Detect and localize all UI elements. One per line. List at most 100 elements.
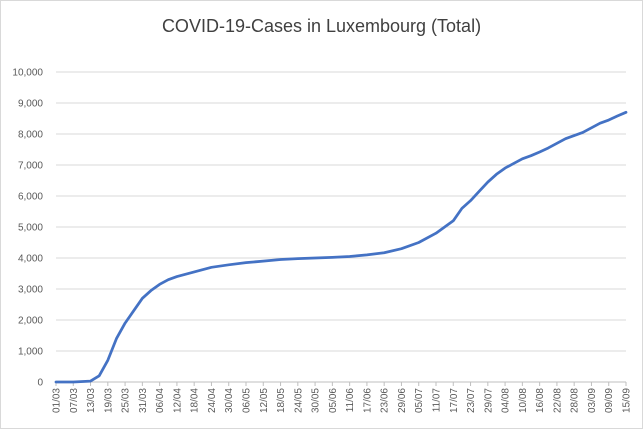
data-point <box>383 251 386 254</box>
data-point <box>573 134 576 137</box>
data-point <box>581 131 584 134</box>
x-tick-label: 04/08 <box>501 388 512 413</box>
x-tick-label: 16/08 <box>535 388 546 413</box>
x-tick-label: 24/05 <box>293 388 304 413</box>
data-point <box>158 283 161 286</box>
y-tick-label: 7,000 <box>18 161 43 172</box>
x-tick-label: 17/07 <box>449 388 460 413</box>
data-point <box>547 147 550 149</box>
x-tick-label: 05/06 <box>328 388 339 413</box>
data-point <box>115 337 118 340</box>
x-tick-label: 18/05 <box>276 388 287 413</box>
data-point <box>348 255 351 258</box>
x-tick-label: 06/05 <box>242 388 253 413</box>
x-tick-label: 23/07 <box>466 388 477 413</box>
data-point <box>512 162 515 165</box>
x-tick-label: 29/07 <box>483 388 494 413</box>
x-tick-label: 30/05 <box>311 388 322 413</box>
data-point <box>279 258 282 261</box>
x-tick-label: 15/09 <box>622 388 633 413</box>
data-point <box>556 142 558 145</box>
data-point <box>331 256 334 259</box>
data-point <box>417 241 420 244</box>
data-point <box>590 126 593 129</box>
data-point <box>504 167 506 170</box>
y-tick-label: 10,000 <box>12 68 43 79</box>
data-point <box>521 157 524 160</box>
x-tick-label: 31/03 <box>138 388 149 413</box>
data-point <box>478 190 481 193</box>
x-tick-label: 13/03 <box>86 388 97 413</box>
y-tick-label: 2,000 <box>18 316 43 327</box>
y-tick-label: 1,000 <box>18 347 43 358</box>
data-point <box>564 137 567 140</box>
y-tick-label: 5,000 <box>18 223 43 234</box>
data-point <box>400 247 403 250</box>
x-tick-label: 22/08 <box>552 388 563 413</box>
data-point <box>72 381 75 383</box>
data-point <box>469 199 472 202</box>
x-tick-label: 11/06 <box>345 388 356 413</box>
data-point <box>625 111 627 114</box>
data-point <box>296 257 299 260</box>
x-tick-label: 10/08 <box>518 388 529 413</box>
x-tick-label: 03/09 <box>587 388 598 413</box>
data-point <box>98 374 101 377</box>
data-point <box>245 261 247 264</box>
x-tick-label: 09/09 <box>604 388 615 413</box>
x-tick-label: 24/04 <box>207 388 218 413</box>
y-tick-label: 3,000 <box>18 285 43 296</box>
data-point <box>461 207 463 210</box>
data-point <box>132 309 135 312</box>
data-point <box>495 173 498 176</box>
data-point <box>141 297 144 300</box>
gridlines <box>56 71 626 352</box>
data-point <box>366 254 368 256</box>
chart-title: COVID-19-Cases in Luxembourg (Total) <box>161 16 482 36</box>
y-tick-label: 0 <box>37 378 43 389</box>
y-tick-label: 6,000 <box>18 192 43 203</box>
data-point <box>176 275 178 278</box>
data-point <box>55 381 57 383</box>
data-point <box>150 289 152 292</box>
x-tick-label: 17/06 <box>362 388 373 413</box>
data-point <box>435 232 437 235</box>
x-tick-label: 18/04 <box>190 388 201 413</box>
x-tick-label: 29/06 <box>397 388 408 413</box>
y-tick-label: 4,000 <box>18 254 43 265</box>
data-point <box>486 181 489 183</box>
data-point <box>452 219 455 222</box>
data-point <box>193 271 196 273</box>
data-point <box>607 119 610 121</box>
data-point <box>538 151 541 153</box>
data-point <box>106 359 109 362</box>
x-axis-ticks: 01/03 07/03 13/03 19/03 25/03 31/03 06/04 12/04… <box>52 382 633 413</box>
data-point <box>210 266 213 269</box>
series-line-total-cases <box>54 110 628 384</box>
x-tick-label: 05/07 <box>414 388 425 413</box>
data-point <box>616 115 619 117</box>
x-tick-label: 07/03 <box>69 388 80 413</box>
x-tick-label: 11/07 <box>432 388 443 413</box>
x-tick-label: 30/04 <box>224 388 235 413</box>
x-tick-label: 12/05 <box>259 388 270 413</box>
data-point <box>314 257 316 259</box>
x-tick-label: 23/06 <box>380 388 391 413</box>
y-tick-label: 9,000 <box>18 99 43 110</box>
x-tick-label: 25/03 <box>121 388 132 413</box>
data-point <box>227 263 230 266</box>
x-tick-label: 12/04 <box>172 388 183 413</box>
series-layer <box>54 110 628 384</box>
data-point <box>167 278 170 281</box>
data-point <box>599 122 601 125</box>
data-point <box>262 260 265 262</box>
data-point <box>530 154 532 157</box>
x-tick-label: 28/08 <box>570 388 581 413</box>
y-tick-label: 8,000 <box>18 130 43 141</box>
x-tick-label: 01/03 <box>52 388 63 413</box>
y-axis-ticks: 0 1,000 2,000 3,000 4,000 5,000 6,000 7,000 8,00… <box>12 68 43 389</box>
data-point <box>89 380 92 382</box>
x-tick-label: 06/04 <box>155 388 166 413</box>
x-tick-label: 19/03 <box>103 388 114 413</box>
